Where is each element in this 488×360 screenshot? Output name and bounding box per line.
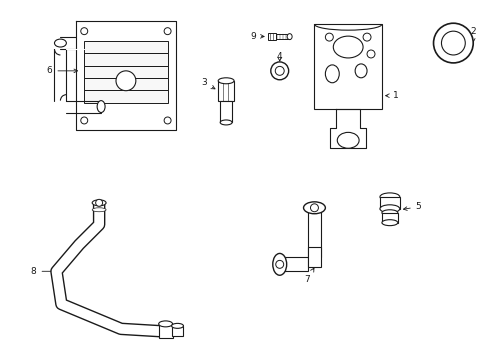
Bar [279, 257, 307, 271]
Polygon shape [76, 21, 175, 130]
Circle shape [164, 117, 171, 124]
Bar [314, 24, 381, 109]
Ellipse shape [381, 220, 397, 226]
Bar [307, 247, 321, 267]
Bar [84, 53, 167, 66]
Bar [379, 197, 399, 209]
Ellipse shape [272, 253, 286, 275]
Ellipse shape [325, 65, 339, 83]
Ellipse shape [303, 202, 325, 214]
Bar [84, 78, 167, 90]
Bar [158, 324, 172, 338]
Circle shape [164, 28, 171, 35]
Text: 6: 6 [46, 66, 78, 75]
Circle shape [275, 260, 283, 268]
Bar [220, 100, 232, 122]
Bar [381, 213, 397, 223]
Ellipse shape [218, 78, 234, 84]
Ellipse shape [158, 321, 172, 327]
Text: 2: 2 [469, 27, 475, 42]
Ellipse shape [337, 132, 358, 148]
Bar [55, 49, 65, 100]
Ellipse shape [379, 193, 399, 201]
Circle shape [96, 199, 102, 206]
Circle shape [81, 28, 87, 35]
Circle shape [270, 62, 288, 80]
Circle shape [366, 50, 374, 58]
Circle shape [362, 33, 370, 41]
Circle shape [433, 23, 472, 63]
Text: 3: 3 [201, 78, 215, 89]
Polygon shape [330, 109, 366, 148]
Ellipse shape [171, 323, 183, 328]
Circle shape [441, 31, 464, 55]
Bar [275, 34, 289, 39]
Text: 1: 1 [385, 91, 398, 100]
Circle shape [310, 204, 318, 212]
Ellipse shape [92, 208, 106, 212]
Bar [84, 41, 167, 53]
Text: 5: 5 [403, 202, 421, 211]
Ellipse shape [379, 205, 399, 213]
Bar [61, 38, 76, 48]
Ellipse shape [333, 36, 362, 58]
Ellipse shape [381, 210, 397, 216]
Ellipse shape [97, 100, 105, 113]
Circle shape [81, 117, 87, 124]
Ellipse shape [54, 39, 66, 47]
Bar [84, 90, 167, 103]
Text: 4: 4 [276, 53, 282, 62]
Ellipse shape [286, 33, 291, 40]
Text: 7: 7 [304, 268, 313, 284]
Circle shape [325, 33, 333, 41]
Bar [267, 33, 275, 40]
Ellipse shape [354, 64, 366, 78]
Text: 8: 8 [31, 267, 56, 276]
Bar [84, 66, 167, 78]
Circle shape [116, 71, 136, 91]
Ellipse shape [92, 200, 106, 206]
Bar [307, 208, 321, 257]
Circle shape [275, 66, 284, 75]
Bar [171, 326, 183, 336]
Ellipse shape [220, 120, 232, 125]
Bar [218, 81, 234, 100]
Bar [66, 102, 101, 112]
Text: 9: 9 [249, 32, 264, 41]
